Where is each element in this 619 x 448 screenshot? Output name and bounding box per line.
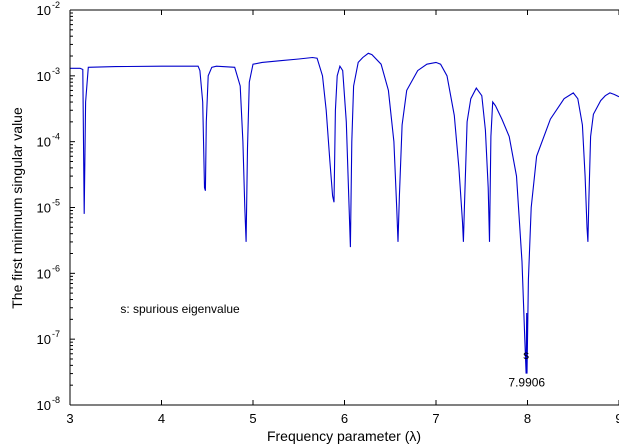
y-tick-label: 10 [37,69,51,84]
y-tick-exponent: -7 [52,329,60,339]
y-tick-exponent: -6 [52,263,60,273]
x-tick-label: 5 [249,411,256,426]
y-tick-label: 10 [37,201,51,216]
y-tick-label: 10 [37,332,51,347]
annotation-label: s [523,348,529,362]
y-tick-exponent: -2 [52,0,60,10]
y-tick-exponent: -5 [52,198,60,208]
y-axis-title: The first minimum singular value [9,107,25,309]
series-line-0 [70,52,619,374]
line-series-group [70,52,619,374]
y-tick-label: 10 [37,3,51,18]
y-tick-label: 10 [37,266,51,281]
y-tick-label: 10 [37,135,51,150]
annotation-label: 7.9906 [508,376,545,390]
x-axis-title: Frequency parameter (λ) [267,428,421,444]
y-tick-label: 10 [37,398,51,413]
y-tick-exponent: -8 [52,395,60,405]
x-tick-label: 4 [158,411,165,426]
plot-area [70,10,619,405]
annotation-label: s: spurious eigenvalue [120,302,240,316]
x-tick-label: 8 [524,411,531,426]
y-tick-exponent: -4 [52,132,60,142]
x-tick-label: 9 [615,411,619,426]
y-tick-exponent: -3 [52,66,60,76]
x-tick-label: 6 [341,411,348,426]
annotations-group: s: spurious eigenvalue s 7.9906 [120,302,545,390]
y-ticks-group: 10-810-710-610-510-410-310-2 [37,0,75,413]
x-tick-label: 3 [66,411,73,426]
x-tick-label: 7 [432,411,439,426]
x-ticks-group: 3 4 5 6 7 8 9 [66,10,619,426]
